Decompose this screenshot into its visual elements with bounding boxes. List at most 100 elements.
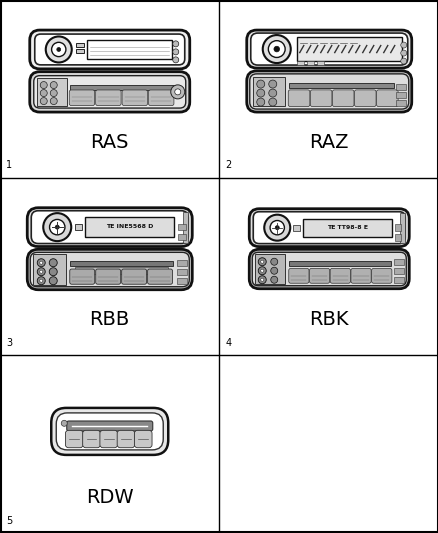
Bar <box>306 61 313 65</box>
FancyBboxPatch shape <box>51 408 168 455</box>
Bar <box>177 269 187 274</box>
Bar <box>289 261 390 266</box>
Circle shape <box>268 89 276 97</box>
Bar <box>76 50 84 53</box>
Circle shape <box>37 268 45 276</box>
FancyBboxPatch shape <box>134 430 152 448</box>
Bar <box>33 254 66 285</box>
Text: RBB: RBB <box>89 310 130 329</box>
FancyBboxPatch shape <box>121 269 146 284</box>
Bar <box>293 225 300 231</box>
Circle shape <box>37 277 45 285</box>
Circle shape <box>40 90 47 96</box>
Circle shape <box>50 82 57 88</box>
Bar <box>178 233 186 239</box>
Bar <box>395 100 405 106</box>
FancyBboxPatch shape <box>376 90 397 107</box>
FancyBboxPatch shape <box>249 209 408 247</box>
FancyBboxPatch shape <box>246 30 411 68</box>
Circle shape <box>49 259 57 266</box>
Circle shape <box>40 261 42 264</box>
Circle shape <box>400 50 406 56</box>
FancyBboxPatch shape <box>147 269 172 284</box>
Bar <box>87 40 171 59</box>
Bar <box>75 268 168 274</box>
Circle shape <box>268 80 276 88</box>
Circle shape <box>170 85 184 99</box>
Circle shape <box>43 213 71 241</box>
FancyBboxPatch shape <box>252 252 405 286</box>
Bar <box>76 44 84 47</box>
Circle shape <box>173 41 178 47</box>
FancyBboxPatch shape <box>70 269 95 284</box>
FancyBboxPatch shape <box>310 90 331 107</box>
FancyBboxPatch shape <box>95 90 121 106</box>
Text: RDW: RDW <box>86 488 133 507</box>
Bar <box>393 277 403 282</box>
FancyBboxPatch shape <box>56 413 163 450</box>
FancyBboxPatch shape <box>65 430 83 448</box>
Circle shape <box>273 46 279 52</box>
Bar <box>393 259 403 265</box>
Circle shape <box>270 267 277 274</box>
FancyBboxPatch shape <box>34 76 185 108</box>
FancyBboxPatch shape <box>30 30 189 69</box>
FancyBboxPatch shape <box>122 90 147 106</box>
FancyBboxPatch shape <box>82 430 100 448</box>
Circle shape <box>258 276 265 284</box>
Bar <box>85 217 174 237</box>
Circle shape <box>40 279 42 282</box>
Bar <box>399 213 404 243</box>
Circle shape <box>260 278 263 281</box>
FancyBboxPatch shape <box>95 269 120 284</box>
Circle shape <box>256 80 264 88</box>
Circle shape <box>260 269 263 272</box>
FancyBboxPatch shape <box>246 71 411 112</box>
Circle shape <box>258 258 265 266</box>
Circle shape <box>270 276 277 283</box>
Text: 5: 5 <box>6 515 12 526</box>
FancyBboxPatch shape <box>100 430 117 448</box>
Circle shape <box>260 260 263 263</box>
Text: RBK: RBK <box>309 310 348 329</box>
Circle shape <box>256 98 264 106</box>
Circle shape <box>268 98 276 106</box>
FancyBboxPatch shape <box>30 71 189 112</box>
FancyBboxPatch shape <box>117 430 134 448</box>
Circle shape <box>40 98 47 104</box>
Circle shape <box>50 90 57 96</box>
Circle shape <box>400 58 406 64</box>
Circle shape <box>269 221 284 235</box>
FancyBboxPatch shape <box>329 269 350 283</box>
Bar <box>252 77 284 106</box>
FancyBboxPatch shape <box>69 90 95 106</box>
Bar <box>296 61 303 65</box>
FancyBboxPatch shape <box>249 74 408 109</box>
FancyBboxPatch shape <box>288 90 309 107</box>
FancyBboxPatch shape <box>27 208 192 247</box>
Circle shape <box>49 268 57 276</box>
FancyBboxPatch shape <box>27 249 192 290</box>
Circle shape <box>258 266 265 274</box>
Circle shape <box>268 41 285 58</box>
Bar <box>288 83 393 87</box>
FancyBboxPatch shape <box>288 269 308 283</box>
FancyBboxPatch shape <box>371 269 391 283</box>
Circle shape <box>173 57 178 63</box>
Text: 3: 3 <box>6 338 12 348</box>
Circle shape <box>173 49 178 55</box>
Circle shape <box>37 259 45 266</box>
Circle shape <box>262 35 290 63</box>
Bar <box>395 84 405 90</box>
FancyBboxPatch shape <box>253 212 404 244</box>
Bar <box>393 268 403 274</box>
Bar <box>316 61 323 65</box>
Circle shape <box>61 421 67 426</box>
Circle shape <box>40 82 47 88</box>
FancyBboxPatch shape <box>148 90 173 106</box>
FancyBboxPatch shape <box>31 211 188 244</box>
FancyBboxPatch shape <box>309 269 329 283</box>
Text: 1: 1 <box>6 160 12 170</box>
Bar <box>177 260 187 266</box>
Circle shape <box>50 98 57 104</box>
